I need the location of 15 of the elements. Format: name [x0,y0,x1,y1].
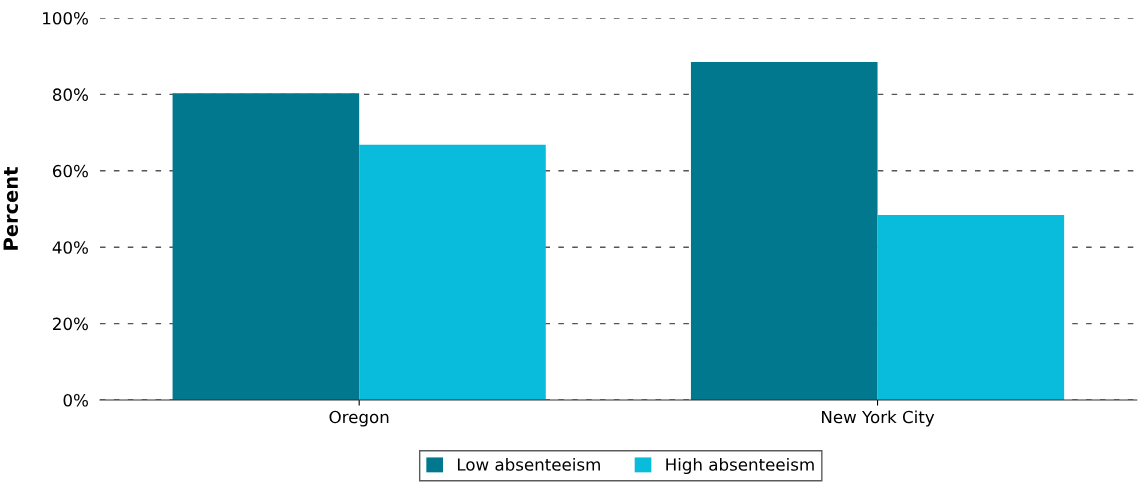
bar [690,61,878,400]
y-axis-title: Percent [3,167,19,250]
bar [877,215,1065,400]
y-tick-label: 80% [52,88,88,101]
legend-label: High absenteeism [666,457,814,475]
y-tick-label: 40% [52,241,88,254]
y-tick-label: 20% [53,317,88,331]
x-tick-label: Oregon [329,410,389,427]
bar [172,93,360,400]
bar [359,144,546,400]
x-tick-label: New York City [822,410,935,427]
legend-label: Low absenteeism [457,457,600,471]
y-tick-label: 60% [53,164,88,178]
y-tick-label: 100% [43,11,88,25]
y-tick-label: 0% [63,393,88,407]
